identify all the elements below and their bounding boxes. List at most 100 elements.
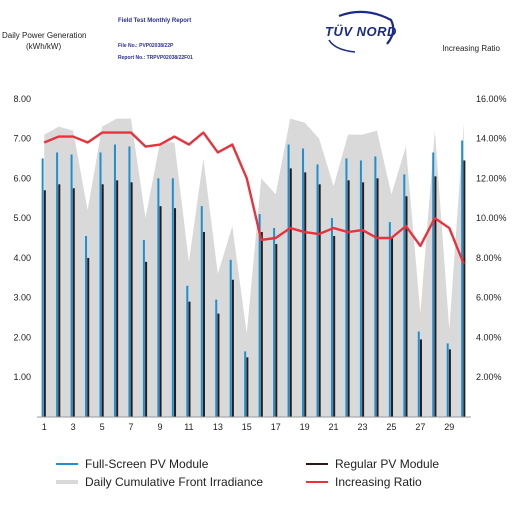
legend-label-irradiance: Daily Cumulative Front Irradiance — [85, 475, 264, 489]
legend-swatch-ratio — [306, 481, 328, 483]
bar-regular — [304, 172, 307, 417]
report-number: Report No.: TRPVP02038/22F01 — [118, 55, 193, 61]
x-tick-label: 3 — [71, 422, 76, 432]
bar-regular — [463, 160, 466, 417]
x-tick-label: 13 — [213, 422, 223, 432]
chart-legend: Full-Screen PV Module Regular PV Module … — [0, 455, 512, 495]
bar-regular — [289, 168, 292, 417]
bar-regular — [376, 178, 379, 417]
ratio-line-group — [43, 131, 465, 265]
bar-regular — [246, 357, 249, 417]
bar-regular — [419, 339, 422, 417]
y-tick-label: 2.00 — [13, 332, 31, 342]
legend-label-full-screen: Full-Screen PV Module — [85, 457, 209, 471]
y-tick-label: 8.00 — [13, 94, 31, 104]
legend-label-regular: Regular PV Module — [335, 457, 440, 471]
bar-full-screen — [85, 236, 88, 417]
bar-full-screen — [316, 164, 319, 417]
legend-swatch-irradiance — [56, 480, 78, 484]
y2-tick-label: 14.00% — [476, 134, 507, 144]
bars-group — [41, 140, 466, 418]
y2-tick-label: 4.00% — [476, 332, 502, 342]
y-axis-label-line2: (kWh/kW) — [26, 42, 62, 51]
ratio-line — [43, 131, 465, 265]
y-tick-label: 4.00 — [13, 253, 31, 263]
bar-full-screen — [388, 222, 391, 417]
bar-regular — [217, 313, 220, 417]
bar-regular — [43, 190, 46, 417]
bar-full-screen — [157, 178, 160, 417]
logo-text: TÜV NORD — [325, 24, 397, 39]
axes-group: 1.00 2.00 3.00 4.00 5.00 6.00 7.00 8.00 2.00% 4.0… — [13, 94, 506, 432]
bar-regular — [231, 279, 234, 417]
bar-full-screen — [258, 214, 261, 417]
bar-full-screen — [56, 152, 59, 417]
bar-full-screen — [403, 174, 406, 417]
y2-tick-label: 10.00% — [476, 213, 507, 223]
bar-regular — [275, 243, 278, 417]
bar-full-screen — [229, 259, 232, 417]
y2-tick-label: 6.00% — [476, 293, 502, 303]
tuv-nord-logo: TÜV NORD — [325, 10, 397, 54]
x-tick-label: 9 — [157, 422, 162, 432]
bar-regular — [58, 184, 61, 417]
report-header: Field Test Monthly Report File No.: PVP0… — [0, 0, 512, 80]
y2-tick-label: 12.00% — [476, 173, 507, 183]
bar-full-screen — [374, 156, 377, 417]
bar-regular — [362, 182, 365, 417]
x-tick-label: 1 — [42, 422, 47, 432]
bar-regular — [405, 196, 408, 417]
x-tick-label: 29 — [444, 422, 454, 432]
y-axis-label: Daily Power Generation (kWh/kW) — [2, 30, 86, 52]
bar-regular — [130, 182, 133, 417]
legend-item-irradiance: Daily Cumulative Front Irradiance — [56, 475, 263, 489]
x-tick-label: 7 — [129, 422, 134, 432]
y-tick-label: 5.00 — [13, 213, 31, 223]
legend-label-ratio: Increasing Ratio — [335, 475, 422, 489]
y-tick-label: 3.00 — [13, 293, 31, 303]
bar-regular — [72, 188, 75, 417]
bar-regular — [391, 238, 394, 417]
bar-regular — [87, 257, 90, 417]
x-tick-label: 25 — [386, 422, 396, 432]
bar-full-screen — [186, 285, 189, 417]
logo-swoosh-icon — [328, 10, 395, 53]
bar-regular — [159, 206, 162, 417]
bar-regular — [347, 180, 350, 417]
bar-regular — [333, 236, 336, 417]
file-number: File No.: PVP02038/22P — [118, 43, 174, 49]
legend-item-full-screen: Full-Screen PV Module — [56, 457, 208, 471]
legend-swatch-full-screen — [56, 463, 78, 465]
bar-regular — [202, 232, 205, 417]
bar-full-screen — [446, 343, 449, 417]
bar-full-screen — [330, 218, 333, 417]
x-tick-label: 11 — [184, 422, 193, 432]
bar-full-screen — [171, 178, 174, 417]
bar-full-screen — [461, 140, 464, 418]
y2-tick-label: 2.00% — [476, 372, 502, 382]
x-tick-label: 19 — [300, 422, 310, 432]
bar-full-screen — [128, 146, 131, 417]
bar-full-screen — [273, 228, 276, 417]
bar-full-screen — [99, 152, 102, 417]
bar-regular — [145, 261, 148, 417]
bar-full-screen — [244, 351, 247, 417]
y-tick-label: 6.00 — [13, 173, 31, 183]
bar-full-screen — [41, 158, 44, 417]
x-tick-label: 5 — [100, 422, 105, 432]
bar-full-screen — [287, 144, 290, 417]
bar-full-screen — [142, 239, 145, 417]
bar-full-screen — [113, 144, 116, 417]
bar-regular — [448, 349, 451, 417]
x-tick-label: 23 — [357, 422, 367, 432]
bar-full-screen — [417, 331, 420, 417]
x-tick-label: 21 — [329, 422, 339, 432]
y2-axis-label: Increasing Ratio — [442, 44, 500, 53]
report-title: Field Test Monthly Report — [118, 18, 192, 24]
bar-regular — [188, 301, 191, 417]
bar-regular — [434, 176, 437, 417]
legend-swatch-regular — [306, 463, 328, 465]
bar-regular — [260, 232, 263, 417]
legend-item-ratio: Increasing Ratio — [306, 475, 422, 489]
